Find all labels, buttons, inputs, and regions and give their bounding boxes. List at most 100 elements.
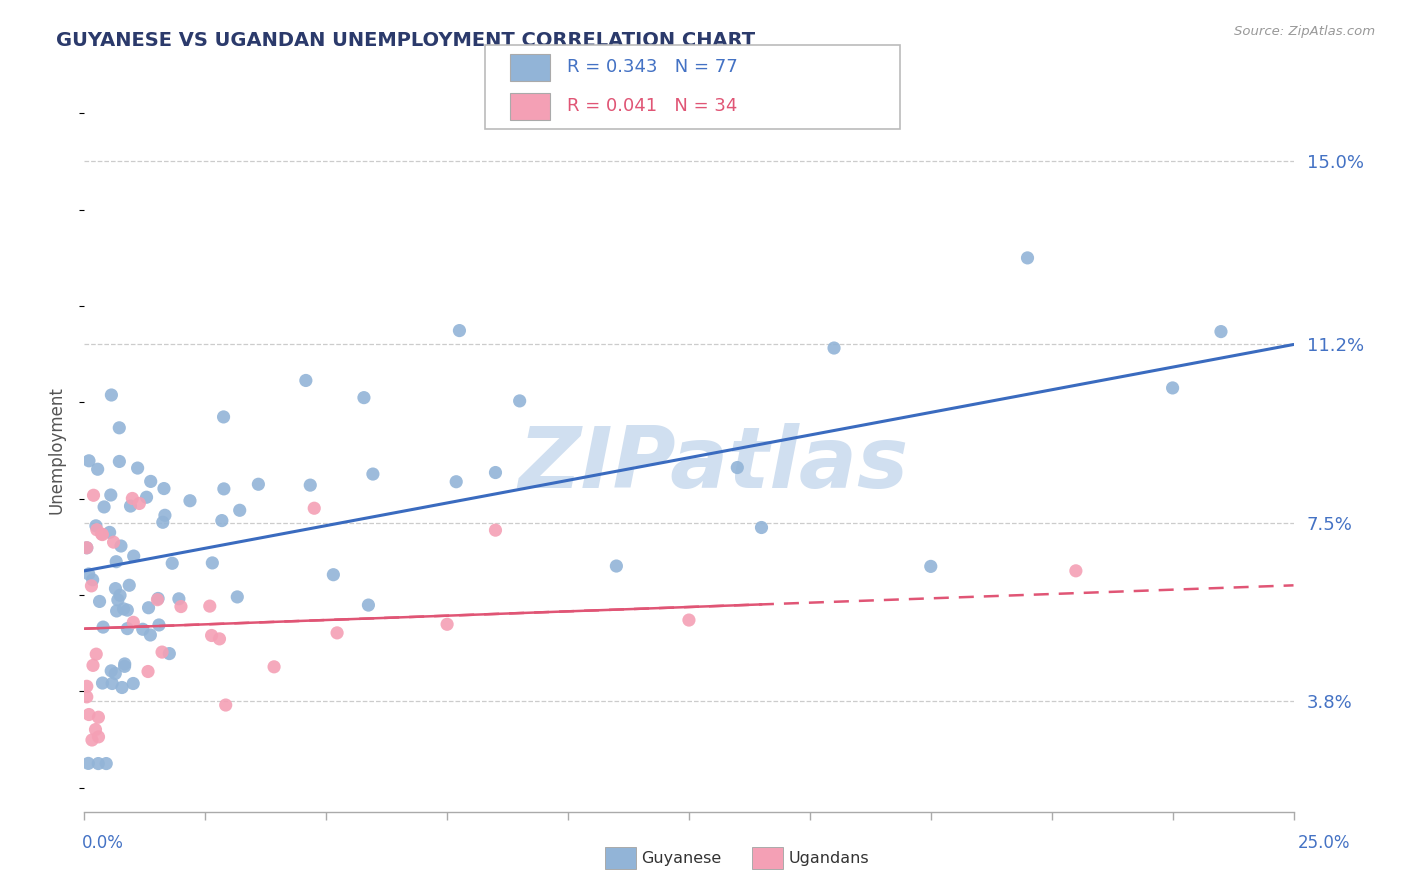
Point — [179, 493, 201, 508]
Point — [146, 591, 169, 606]
Point — [86, 462, 108, 476]
Point — [1017, 251, 1039, 265]
Text: R = 0.041   N = 34: R = 0.041 N = 34 — [567, 97, 737, 115]
Point — [105, 555, 128, 569]
Point — [84, 647, 107, 661]
Point — [153, 508, 176, 523]
Point — [322, 567, 344, 582]
Point — [1064, 564, 1087, 578]
Point — [76, 541, 98, 555]
Point — [509, 393, 531, 408]
Point — [157, 647, 180, 661]
Point — [132, 622, 155, 636]
Point — [117, 622, 139, 636]
Point — [93, 500, 115, 514]
Point — [357, 598, 380, 612]
Point — [1161, 381, 1184, 395]
Point — [295, 374, 318, 388]
Point — [89, 594, 111, 608]
Point — [326, 626, 349, 640]
Point — [80, 579, 103, 593]
Point — [302, 501, 325, 516]
Point — [84, 518, 107, 533]
Point — [108, 588, 131, 602]
Point — [91, 527, 114, 541]
Point — [76, 690, 98, 704]
Point — [361, 467, 384, 481]
Point — [86, 523, 108, 537]
Point — [201, 556, 224, 570]
Point — [104, 666, 127, 681]
Point — [139, 628, 162, 642]
Point — [107, 593, 129, 607]
Point — [96, 756, 118, 771]
Point — [98, 525, 121, 540]
Point — [212, 409, 235, 424]
Point — [76, 541, 98, 555]
Point — [82, 573, 104, 587]
Point — [120, 499, 142, 513]
Point — [117, 603, 139, 617]
Point — [152, 516, 174, 530]
Point — [444, 475, 467, 489]
Point — [84, 723, 107, 737]
Point — [751, 520, 773, 534]
Point — [215, 698, 238, 712]
Text: Guyanese: Guyanese — [641, 851, 721, 865]
Point — [87, 730, 110, 744]
Point — [263, 660, 285, 674]
Point — [87, 756, 110, 771]
Point — [100, 664, 122, 678]
Point — [167, 591, 190, 606]
Point — [110, 539, 132, 553]
Point — [299, 478, 322, 492]
Text: Ugandans: Ugandans — [789, 851, 869, 865]
Point — [200, 628, 222, 642]
Point — [170, 599, 193, 614]
Point — [91, 676, 114, 690]
Text: R = 0.343   N = 77: R = 0.343 N = 77 — [567, 59, 737, 77]
Point — [80, 733, 103, 747]
Point — [122, 549, 145, 563]
Text: ZIPatlas: ZIPatlas — [517, 424, 908, 507]
Point — [122, 615, 145, 630]
Point — [212, 482, 235, 496]
Text: Source: ZipAtlas.com: Source: ZipAtlas.com — [1234, 25, 1375, 38]
Point — [678, 613, 700, 627]
Point — [118, 578, 141, 592]
Point — [77, 566, 100, 581]
Point — [139, 475, 162, 489]
Point — [208, 632, 231, 646]
Point — [121, 491, 143, 506]
Point — [111, 681, 134, 695]
Point — [101, 676, 124, 690]
Point — [1209, 325, 1232, 339]
Point — [484, 523, 506, 537]
Point — [247, 477, 270, 491]
Point — [211, 514, 233, 528]
Point — [484, 466, 506, 480]
Point — [100, 488, 122, 502]
Point — [160, 556, 183, 570]
Text: GUYANESE VS UGANDAN UNEMPLOYMENT CORRELATION CHART: GUYANESE VS UGANDAN UNEMPLOYMENT CORRELA… — [56, 31, 755, 50]
Point — [823, 341, 845, 355]
Point — [90, 527, 112, 541]
Point — [100, 388, 122, 402]
Point — [112, 602, 135, 616]
Point — [150, 645, 173, 659]
Point — [226, 590, 249, 604]
Point — [605, 559, 627, 574]
Text: 0.0%: 0.0% — [82, 834, 124, 852]
Point — [82, 658, 104, 673]
Point — [136, 665, 159, 679]
Point — [83, 488, 105, 502]
Point — [91, 620, 114, 634]
Point — [103, 535, 125, 549]
Point — [228, 503, 250, 517]
Point — [114, 657, 136, 671]
Point — [148, 618, 170, 632]
Text: 25.0%: 25.0% — [1298, 834, 1351, 852]
Point — [725, 460, 748, 475]
Point — [920, 559, 942, 574]
Point — [449, 324, 471, 338]
